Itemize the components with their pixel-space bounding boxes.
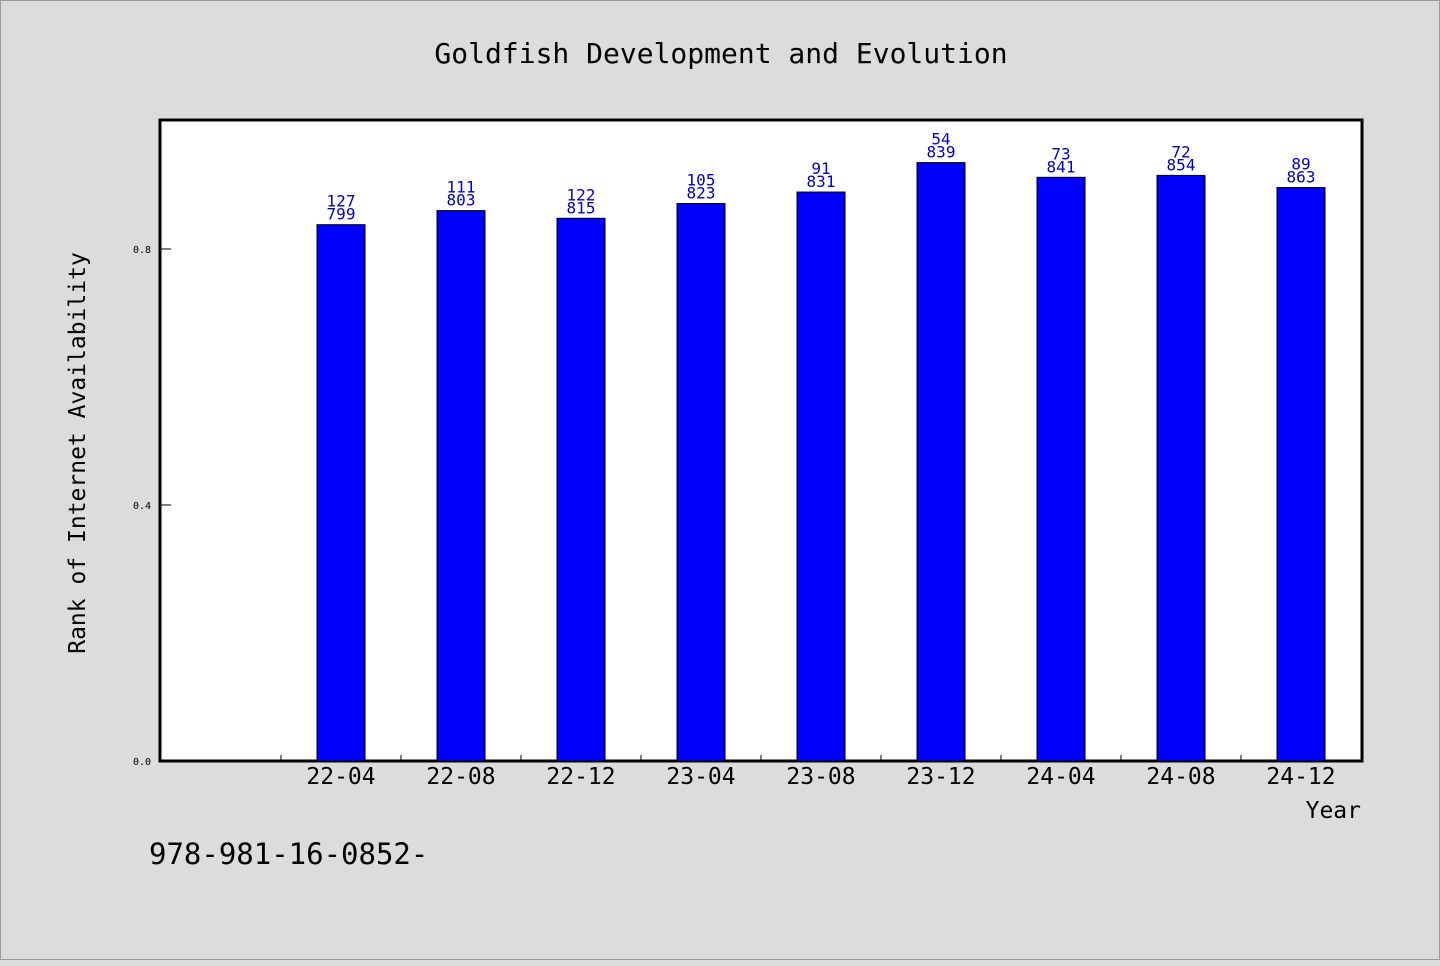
x-tick-label: 24-08 bbox=[1146, 764, 1215, 790]
y-tick-label: 0.8 bbox=[133, 245, 151, 256]
bar-23-04 bbox=[676, 203, 726, 762]
x-tick-label: 24-04 bbox=[1026, 764, 1095, 790]
bar-label-bottom: 815 bbox=[567, 198, 596, 217]
x-ticks-group: 22-04 22-08 22-12 23-04 23-08 23-12 24-04 24-08… bbox=[280, 755, 1336, 790]
x-axis-label: Year bbox=[1306, 798, 1361, 824]
bar-label-top: 72 bbox=[1171, 142, 1190, 161]
bar-24-04 bbox=[1036, 176, 1086, 762]
y-tick-label: 0.0 bbox=[133, 757, 151, 768]
x-tick-label: 22-08 bbox=[426, 764, 495, 790]
bar-label-top: 111 bbox=[447, 178, 476, 197]
bar-label-top: 105 bbox=[687, 171, 716, 190]
bar-24-12 bbox=[1276, 187, 1326, 762]
bar-label-bottom: 839 bbox=[927, 143, 956, 162]
bars-group bbox=[316, 162, 1326, 762]
bar-23-12 bbox=[916, 162, 966, 762]
bar-label-bottom: 803 bbox=[447, 191, 476, 210]
bar-22-08 bbox=[436, 210, 486, 762]
bar-label-bottom: 854 bbox=[1167, 155, 1196, 174]
x-tick-label: 24-12 bbox=[1266, 764, 1335, 790]
bar-label-top: 89 bbox=[1291, 155, 1310, 174]
bar-label-top: 122 bbox=[567, 185, 596, 204]
footer-note: 978-981-16-0852- bbox=[149, 837, 428, 871]
bar-label-top: 127 bbox=[327, 192, 356, 211]
bar-label-bottom: 799 bbox=[327, 205, 356, 224]
bar-label-top: 91 bbox=[811, 159, 830, 178]
bar-label-bottom: 831 bbox=[807, 172, 836, 191]
bar-label-top: 73 bbox=[1051, 144, 1070, 163]
x-tick-label: 23-04 bbox=[666, 764, 735, 790]
bar-label-bottom: 823 bbox=[687, 184, 716, 203]
bar-22-12 bbox=[556, 217, 606, 762]
y-tick-label: 0.4 bbox=[133, 501, 151, 512]
y-axis-label: Rank of Internet Availability bbox=[65, 252, 91, 654]
x-tick-label: 23-08 bbox=[786, 764, 855, 790]
bar-label-bottom: 863 bbox=[1287, 168, 1316, 187]
chart-title: Goldfish Development and Evolution bbox=[434, 37, 1007, 70]
bar-label-top: 54 bbox=[931, 130, 950, 149]
x-tick-label: 22-04 bbox=[306, 764, 375, 790]
bar-22-04 bbox=[316, 224, 366, 762]
bar-label-bottom: 841 bbox=[1047, 157, 1076, 176]
y-ticks-group: 0.0 0.4 0.8 bbox=[133, 245, 171, 768]
x-tick-label: 23-12 bbox=[906, 764, 975, 790]
bar-24-08 bbox=[1156, 174, 1206, 762]
x-tick-label: 22-12 bbox=[546, 764, 615, 790]
bar-23-08 bbox=[796, 191, 846, 762]
